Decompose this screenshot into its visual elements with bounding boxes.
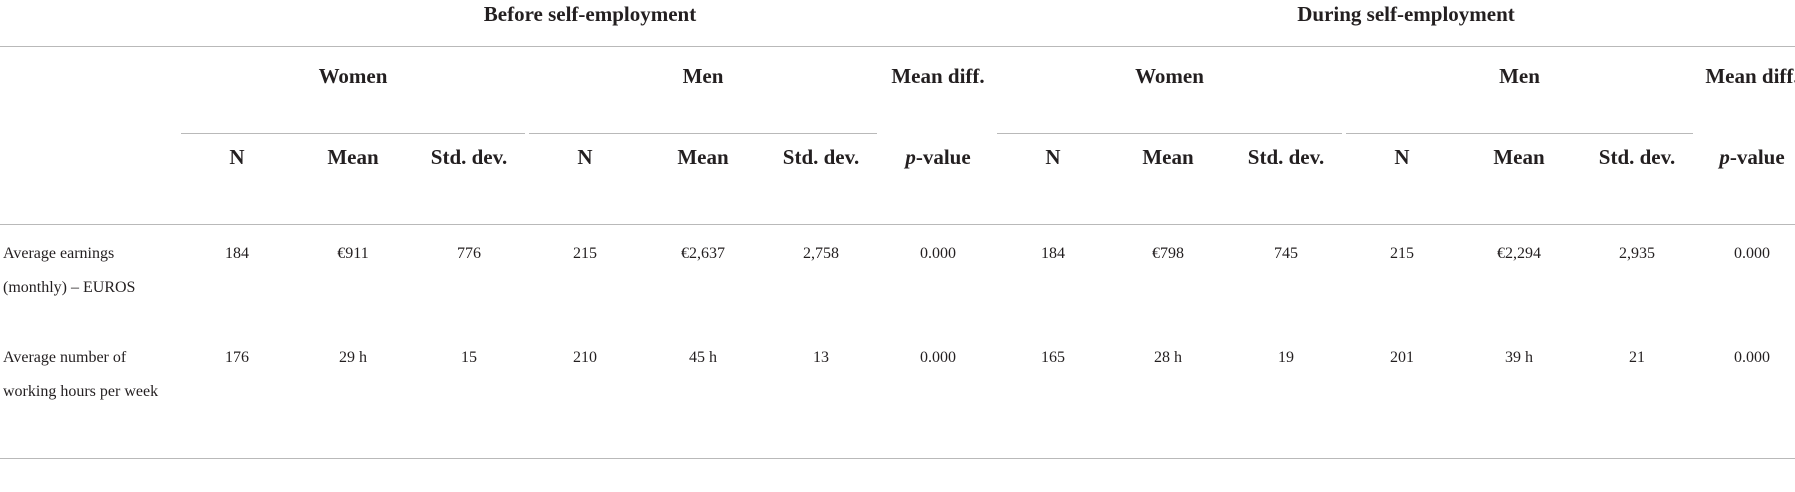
rule [529, 133, 877, 134]
cell: 19 [1278, 349, 1294, 366]
column-header: Mean [327, 145, 379, 169]
subgroup-header: Mean diff. [1705, 64, 1795, 88]
column-header: N [1045, 145, 1061, 169]
rule [181, 133, 525, 134]
cell: 15 [461, 349, 477, 366]
cell: €2,294 [1497, 245, 1541, 262]
subgroup-header: Women [318, 64, 388, 88]
rule [0, 224, 1795, 225]
column-header: Mean [1493, 145, 1545, 169]
row-label: Average number of working hours per week [3, 349, 159, 400]
cell: €911 [337, 245, 369, 262]
group-header: Before self-employment [483, 2, 697, 26]
cell: €798 [1152, 245, 1184, 262]
column-header: Std. dev. [782, 145, 860, 169]
cell: 2,935 [1619, 245, 1655, 262]
cell: 165 [1041, 349, 1065, 366]
cell: 45 h [689, 349, 717, 366]
cell: 39 h [1505, 349, 1533, 366]
column-header: Std. dev. [1598, 145, 1676, 169]
rule [997, 133, 1342, 134]
group-header: During self-employment [1297, 2, 1515, 26]
cell: 201 [1390, 349, 1414, 366]
subgroup-header: Men [682, 64, 724, 88]
column-header: p-value [1719, 145, 1785, 169]
column-header: Mean [1142, 145, 1194, 169]
cell: 21 [1629, 349, 1645, 366]
rule [0, 46, 1795, 47]
subgroup-header: Mean diff. [891, 64, 985, 88]
subgroup-header: Men [1499, 64, 1540, 88]
cell: 29 h [339, 349, 367, 366]
cell: 215 [1390, 245, 1414, 262]
column-header: p-value [905, 145, 971, 169]
subgroup-header: Women [1135, 64, 1204, 88]
column-header: Std. dev. [1247, 145, 1325, 169]
rule [0, 458, 1795, 459]
cell: 2,758 [803, 245, 839, 262]
row-label: Average earnings (monthly) – EUROS [3, 245, 136, 296]
column-header: Std. dev. [430, 145, 508, 169]
cell: 0.000 [920, 245, 956, 262]
cell: 184 [1041, 245, 1065, 262]
column-header: Mean [677, 145, 729, 169]
column-header: N [229, 145, 245, 169]
cell: 745 [1274, 245, 1298, 262]
cell: 0.000 [920, 349, 956, 366]
cell: 776 [457, 245, 481, 262]
cell: 215 [573, 245, 597, 262]
cell: 0.000 [1734, 349, 1770, 366]
cell: 210 [573, 349, 597, 366]
cell: 176 [225, 349, 249, 366]
cell: 13 [813, 349, 829, 366]
column-header: N [1394, 145, 1410, 169]
rule [1346, 133, 1693, 134]
cell: 28 h [1154, 349, 1182, 366]
cell: 0.000 [1734, 245, 1770, 262]
cell: 184 [225, 245, 249, 262]
column-header: N [577, 145, 593, 169]
cell: €2,637 [681, 245, 725, 262]
